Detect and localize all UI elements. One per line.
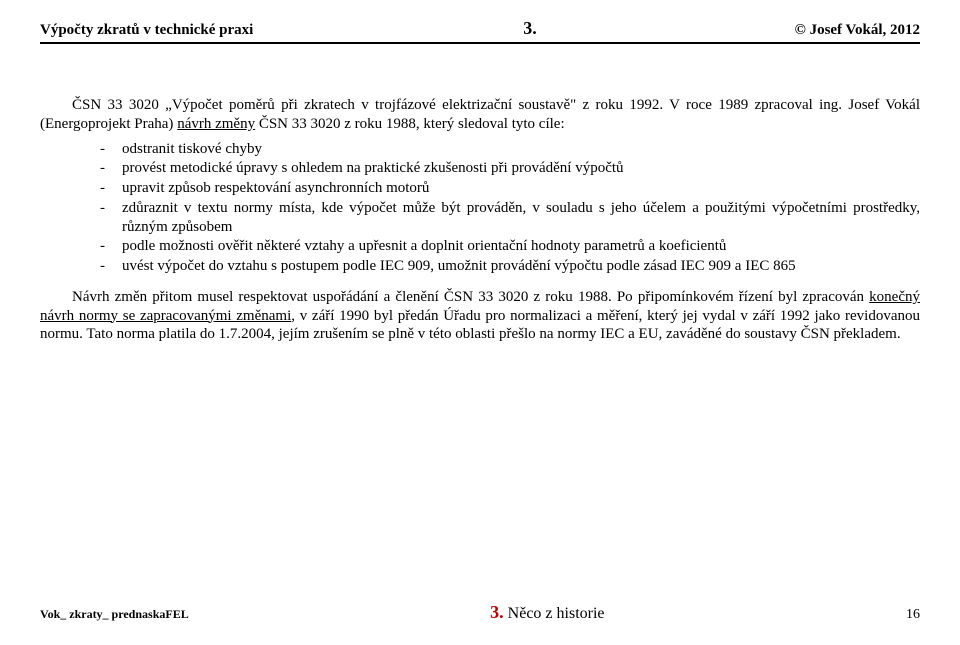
- p1-underline: návrh změny: [177, 116, 255, 132]
- list-item: uvést výpočet do vztahu s postupem podle…: [100, 257, 920, 276]
- goals-list: odstranit tiskové chyby provést metodick…: [40, 140, 920, 276]
- list-item: provést metodické úpravy s ohledem na pr…: [100, 159, 920, 178]
- header-title-left: Výpočty zkratů v technické praxi: [40, 22, 253, 39]
- p1-part-b: ČSN 33 3020 z roku 1988, který sledoval …: [255, 116, 565, 132]
- page-header: Výpočty zkratů v technické praxi 3. © Jo…: [40, 18, 920, 44]
- header-chapter-number: 3.: [523, 18, 537, 39]
- footer-chapter: 3. Něco z historie: [490, 602, 604, 623]
- copyright-icon: ©: [795, 22, 806, 38]
- document-body: ČSN 33 3020 „Výpočet poměrů při zkratech…: [40, 44, 920, 344]
- p2-part-a: Návrh změn přitom musel respektovat uspo…: [72, 289, 869, 305]
- list-item: zdůraznit v textu normy místa, kde výpoč…: [100, 199, 920, 237]
- closing-paragraph: Návrh změn přitom musel respektovat uspo…: [40, 288, 920, 344]
- footer-doc-id: Vok_ zkraty_ prednaskaFEL: [40, 607, 189, 622]
- footer-chapter-text: Něco z historie: [504, 605, 605, 622]
- list-item: podle možnosti ověřit některé vztahy a u…: [100, 237, 920, 256]
- list-item: odstranit tiskové chyby: [100, 140, 920, 159]
- header-author-right: © Josef Vokál, 2012: [795, 22, 920, 39]
- page-footer: Vok_ zkraty_ prednaskaFEL 3. Něco z hist…: [40, 602, 920, 623]
- footer-page-number: 16: [906, 607, 920, 623]
- list-item: upravit způsob respektování asynchronníc…: [100, 179, 920, 198]
- footer-chapter-num: 3.: [490, 602, 504, 622]
- header-author-text: Josef Vokál, 2012: [806, 22, 920, 38]
- intro-paragraph: ČSN 33 3020 „Výpočet poměrů při zkratech…: [40, 96, 920, 134]
